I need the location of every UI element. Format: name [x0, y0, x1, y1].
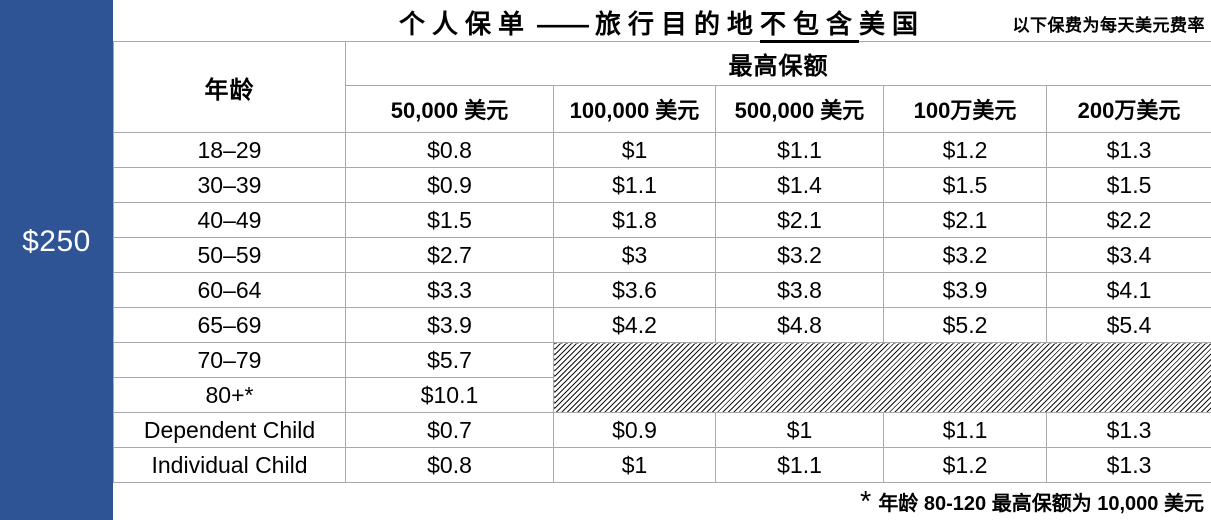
rate-cell: $3.6 [553, 272, 716, 308]
age-cell: 70–79 [113, 342, 346, 378]
table-row-dependent-child: Dependent Child $0.7 $0.9 $1 $1.1 $1.3 [113, 412, 1211, 448]
asterisk-icon: * [860, 486, 872, 518]
rate-cell: $0.7 [345, 412, 554, 448]
col-header-1m: 100万美元 [883, 85, 1047, 133]
rate-cell: $10.1 [345, 377, 554, 413]
title-dash: —— [536, 9, 589, 39]
title-part2: 旅行目的地 [594, 9, 760, 39]
table-row-50-59: 50–59 $2.7 $3 $3.2 $3.2 $3.4 [113, 237, 1211, 273]
age-cell: 65–69 [113, 307, 346, 343]
col-header-50k: 50,000 美元 [345, 85, 554, 133]
rate-cell: $1 [715, 412, 884, 448]
table-row-80plus: 80+* $10.1 [113, 377, 1211, 413]
rate-cell: $5.4 [1046, 307, 1211, 343]
rate-cell: $4.8 [715, 307, 884, 343]
age-cell: 80+* [113, 377, 346, 413]
header-band: 个人保单 —— 旅行目的地不包含美国 以下保费为每天美元费率 [113, 0, 1211, 43]
rate-cell: $3.9 [883, 272, 1047, 308]
age-cell: Dependent Child [113, 412, 346, 448]
rate-cell: $0.8 [345, 132, 554, 168]
rate-cell: $0.9 [345, 167, 554, 203]
page-title: 个人保单 —— 旅行目的地不包含美国 [113, 4, 1211, 43]
col-header-100k: 100,000 美元 [553, 85, 716, 133]
rate-cell: $5.7 [345, 342, 554, 378]
rate-cell: $1.1 [715, 132, 884, 168]
table-row-65-69: 65–69 $3.9 $4.2 $4.8 $5.2 $5.4 [113, 307, 1211, 343]
table-row-40-49: 40–49 $1.5 $1.8 $2.1 $2.1 $2.2 [113, 202, 1211, 238]
col-header-500k: 500,000 美元 [715, 85, 884, 133]
age-cell: 40–49 [113, 202, 346, 238]
col-header-2m: 200万美元 [1046, 85, 1211, 133]
title-underlined-phrase: 不包含 [760, 9, 860, 43]
rate-cell: $3.9 [345, 307, 554, 343]
rate-cell: $1.5 [883, 167, 1047, 203]
rate-cell: $2.2 [1046, 202, 1211, 238]
coverage-header-row: 年龄 最高保额 [113, 41, 1211, 133]
rate-cell: $1.5 [1046, 167, 1211, 203]
rate-cell: $1.3 [1046, 447, 1211, 483]
footnote-text: 年龄 80-120 最高保额为 10,000 美元 [878, 493, 1204, 515]
rate-cell: $0.8 [345, 447, 554, 483]
rate-cell: $1.2 [883, 132, 1047, 168]
rate-cell: $1.5 [345, 202, 554, 238]
daily-rate-note: 以下保费为每天美元费率 [1012, 16, 1205, 35]
age-cell: 50–59 [113, 237, 346, 273]
age-cell: Individual Child [113, 447, 346, 483]
rate-cell: $5.2 [883, 307, 1047, 343]
rate-cell: $3.8 [715, 272, 884, 308]
rate-cell: $1.3 [1046, 132, 1211, 168]
rate-cell: $1 [553, 132, 716, 168]
age-cell: 18–29 [113, 132, 346, 168]
age-column-header: 年龄 [113, 41, 346, 133]
age-limit-footnote: * 年龄 80-120 最高保额为 10,000 美元 [113, 486, 1211, 519]
rate-cell: $0.9 [553, 412, 716, 448]
price-sidebar: $250 [0, 0, 113, 520]
table-row-18-29: 18–29 $0.8 $1 $1.1 $1.2 $1.3 [113, 132, 1211, 168]
rate-cell: $2.1 [883, 202, 1047, 238]
price-badge: $250 [22, 225, 91, 258]
title-part3: 美国 [859, 9, 926, 39]
rate-cell: $3.3 [345, 272, 554, 308]
max-coverage-header: 最高保额 [345, 41, 1211, 86]
rates-table: 年龄 最高保额 50,000 美元 100,000 美元 500,000 美元 … [113, 41, 1211, 483]
main-content: 个人保单 —— 旅行目的地不包含美国 以下保费为每天美元费率 年龄 最高保额 50,… [113, 0, 1211, 520]
title-part1: 个人保单 [398, 9, 531, 39]
table-row-70-79: 70–79 $5.7 [113, 342, 1211, 413]
rate-cell: $1.2 [883, 447, 1047, 483]
rate-cell: $1 [553, 447, 716, 483]
rate-cell: $1.1 [883, 412, 1047, 448]
rate-cell: $1.4 [715, 167, 884, 203]
age-cell: 30–39 [113, 167, 346, 203]
table-row-individual-child: Individual Child $0.8 $1 $1.1 $1.2 $1.3 [113, 447, 1211, 483]
rate-cell: $2.7 [345, 237, 554, 273]
rate-cell: $3 [553, 237, 716, 273]
table-row-60-64: 60–64 $3.3 $3.6 $3.8 $3.9 $4.1 [113, 272, 1211, 308]
rate-cell: $1.8 [553, 202, 716, 238]
rate-cell: $1.1 [715, 447, 884, 483]
rate-cell: $3.2 [715, 237, 884, 273]
rate-cell: $3.2 [883, 237, 1047, 273]
rate-cell: $1.3 [1046, 412, 1211, 448]
rate-cell: $1.1 [553, 167, 716, 203]
not-available-hatch [553, 342, 1211, 413]
rate-cell: $4.2 [553, 307, 716, 343]
rate-cell: $3.4 [1046, 237, 1211, 273]
rate-cell: $4.1 [1046, 272, 1211, 308]
age-cell: 60–64 [113, 272, 346, 308]
table-row-30-39: 30–39 $0.9 $1.1 $1.4 $1.5 $1.5 [113, 167, 1211, 203]
rate-cell: $2.1 [715, 202, 884, 238]
